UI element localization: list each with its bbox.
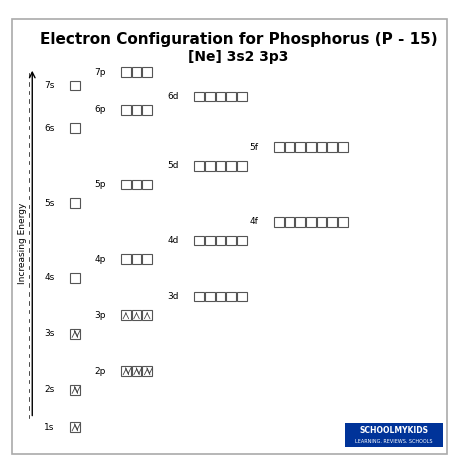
Bar	[237, 236, 246, 245]
Bar	[132, 105, 141, 114]
Bar	[216, 292, 225, 301]
Bar	[216, 161, 225, 171]
Bar	[70, 273, 80, 283]
Bar	[142, 367, 152, 376]
Bar	[226, 292, 236, 301]
Bar	[317, 217, 327, 227]
Text: 4d: 4d	[167, 236, 179, 245]
Bar	[216, 236, 225, 245]
Bar	[205, 161, 215, 171]
Bar	[194, 292, 204, 301]
Text: [Ne] 3s2 3p3: [Ne] 3s2 3p3	[188, 50, 289, 64]
Bar	[121, 254, 131, 264]
Bar	[121, 310, 131, 320]
Text: 3d: 3d	[167, 292, 179, 301]
Text: Electron Configuration for Phosphorus (P - 15): Electron Configuration for Phosphorus (P…	[40, 32, 438, 46]
Text: 2s: 2s	[44, 385, 55, 394]
Bar	[142, 105, 152, 114]
Text: 4f: 4f	[250, 217, 258, 226]
Bar	[338, 217, 348, 227]
Bar	[237, 292, 246, 301]
Text: 1s: 1s	[44, 423, 55, 432]
Bar	[237, 92, 246, 102]
Bar	[274, 142, 284, 152]
Text: 6d: 6d	[167, 92, 179, 101]
Text: 2p: 2p	[94, 367, 106, 376]
Bar	[338, 142, 348, 152]
Text: Increasing Energy: Increasing Energy	[18, 202, 27, 284]
Bar	[132, 367, 141, 376]
Bar	[285, 217, 294, 227]
Bar	[328, 217, 337, 227]
Bar	[237, 161, 246, 171]
Text: 4p: 4p	[94, 254, 106, 263]
Bar	[306, 142, 316, 152]
Bar	[226, 236, 236, 245]
Bar	[70, 80, 80, 90]
Bar	[295, 142, 305, 152]
Bar	[194, 92, 204, 102]
Text: 7s: 7s	[44, 81, 55, 90]
Bar	[194, 236, 204, 245]
Bar	[205, 92, 215, 102]
Text: SCHOOLMYKIDS: SCHOOLMYKIDS	[359, 426, 428, 435]
Text: 7p: 7p	[94, 68, 106, 77]
Text: 5f: 5f	[249, 142, 258, 151]
Bar	[345, 423, 443, 447]
Bar	[132, 310, 141, 320]
Bar	[142, 254, 152, 264]
Text: 3s: 3s	[44, 329, 55, 338]
FancyBboxPatch shape	[12, 19, 447, 454]
Bar	[142, 310, 152, 320]
Bar	[70, 422, 80, 432]
Bar	[121, 180, 131, 189]
Bar	[216, 92, 225, 102]
Bar	[328, 142, 337, 152]
Bar	[70, 385, 80, 395]
Text: 6p: 6p	[94, 105, 106, 114]
Bar	[70, 329, 80, 339]
Bar	[205, 292, 215, 301]
Text: 6s: 6s	[44, 124, 55, 133]
Text: 3p: 3p	[94, 311, 106, 320]
Bar	[317, 142, 327, 152]
Bar	[132, 68, 141, 77]
Bar	[295, 217, 305, 227]
Bar	[121, 105, 131, 114]
Text: 4s: 4s	[44, 273, 55, 282]
Bar	[70, 123, 80, 133]
Text: LEARNING. REVIEWS. SCHOOLS: LEARNING. REVIEWS. SCHOOLS	[355, 439, 433, 444]
Text: 5p: 5p	[94, 180, 106, 189]
Bar	[205, 236, 215, 245]
Bar	[121, 367, 131, 376]
Bar	[142, 68, 152, 77]
Text: 5s: 5s	[44, 199, 55, 208]
Bar	[306, 217, 316, 227]
Bar	[274, 217, 284, 227]
Text: 5d: 5d	[167, 161, 179, 170]
Bar	[142, 180, 152, 189]
Bar	[226, 92, 236, 102]
Bar	[70, 198, 80, 208]
Bar	[132, 180, 141, 189]
Bar	[194, 161, 204, 171]
Bar	[121, 68, 131, 77]
Bar	[285, 142, 294, 152]
Bar	[226, 161, 236, 171]
Bar	[132, 254, 141, 264]
